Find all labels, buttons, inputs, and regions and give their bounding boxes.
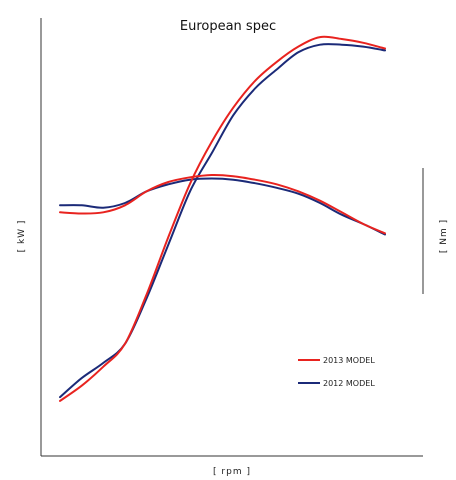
chart-title: European spec — [180, 19, 276, 34]
series-line-2012-nm — [59, 177, 386, 236]
series-lines — [59, 35, 386, 402]
axes — [40, 18, 424, 457]
x-axis-label: [ rpm ] — [213, 467, 251, 477]
legend: 2013 MODEL 2012 MODEL — [298, 356, 375, 388]
right-y-axis-label: [ Nm ] — [439, 219, 449, 253]
series-line-2013-kw — [59, 35, 386, 402]
legend-label-2013: 2013 MODEL — [323, 356, 375, 365]
series-line-2013-nm — [59, 173, 386, 235]
left-y-axis-label: [ kW ] — [17, 220, 27, 253]
series-line-2012-kw — [59, 43, 386, 399]
legend-label-2012: 2012 MODEL — [323, 379, 375, 388]
